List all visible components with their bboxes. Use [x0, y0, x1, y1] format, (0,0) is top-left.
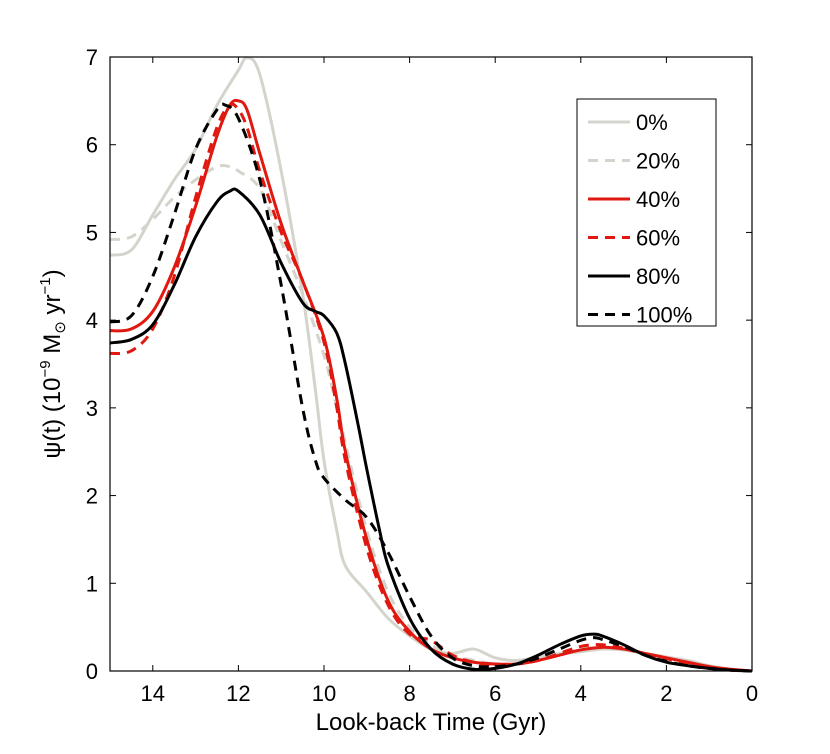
- y-tick-label-7: 7: [86, 45, 98, 70]
- legend: 0% 20% 40% 60% 80% 100%: [576, 98, 717, 328]
- y-label-sun: ⊙: [52, 321, 69, 334]
- series-line-100pct: [109, 102, 753, 673]
- x-tick-label-12: 12: [226, 681, 250, 706]
- legend-items: 0% 20% 40% 60% 80% 100%: [588, 110, 692, 328]
- x-tick-label-14: 14: [141, 681, 165, 706]
- legend-label-80pct: 80%: [636, 264, 680, 289]
- legend-label-0pct: 0%: [636, 110, 668, 135]
- x-axis-label: Look-back Time (Gyr): [316, 709, 547, 736]
- y-tick-label-0: 0: [86, 659, 98, 684]
- legend-label-60pct: 60%: [636, 226, 680, 251]
- legend-label-20pct: 20%: [636, 149, 680, 174]
- y-tick-label-1: 1: [86, 571, 98, 596]
- y-label-mid: M: [39, 334, 66, 361]
- y-tick-label-5: 5: [86, 220, 98, 245]
- x-tick-label-8: 8: [403, 681, 415, 706]
- x-tick-label-0: 0: [746, 681, 758, 706]
- legend-label-100pct: 100%: [636, 303, 692, 328]
- y-axis-label: ψ(t) (10−9 M⊙ yr−1): [37, 269, 69, 458]
- x-tick-label-10: 10: [312, 681, 336, 706]
- y-label-exp1: −9: [37, 360, 54, 377]
- y-tick-label-4: 4: [86, 308, 98, 333]
- y-tick-label-2: 2: [86, 484, 98, 509]
- series-layer: [109, 56, 753, 673]
- y-label-close: ): [39, 269, 66, 277]
- x-tick-label-2: 2: [660, 681, 672, 706]
- legend-box: [576, 98, 717, 327]
- y-label-unit: yr: [39, 294, 66, 321]
- series-line-80pct: [109, 187, 753, 673]
- y-tick-label-6: 6: [86, 133, 98, 158]
- y-tick-label-3: 3: [86, 396, 98, 421]
- plot-frame: [109, 56, 753, 672]
- x-tick-label-6: 6: [489, 681, 501, 706]
- y-label-psi: ψ(t) (10: [39, 378, 66, 459]
- legend-label-40pct: 40%: [636, 187, 680, 212]
- x-tick-label-4: 4: [575, 681, 587, 706]
- y-label-exp2: −1: [37, 277, 54, 294]
